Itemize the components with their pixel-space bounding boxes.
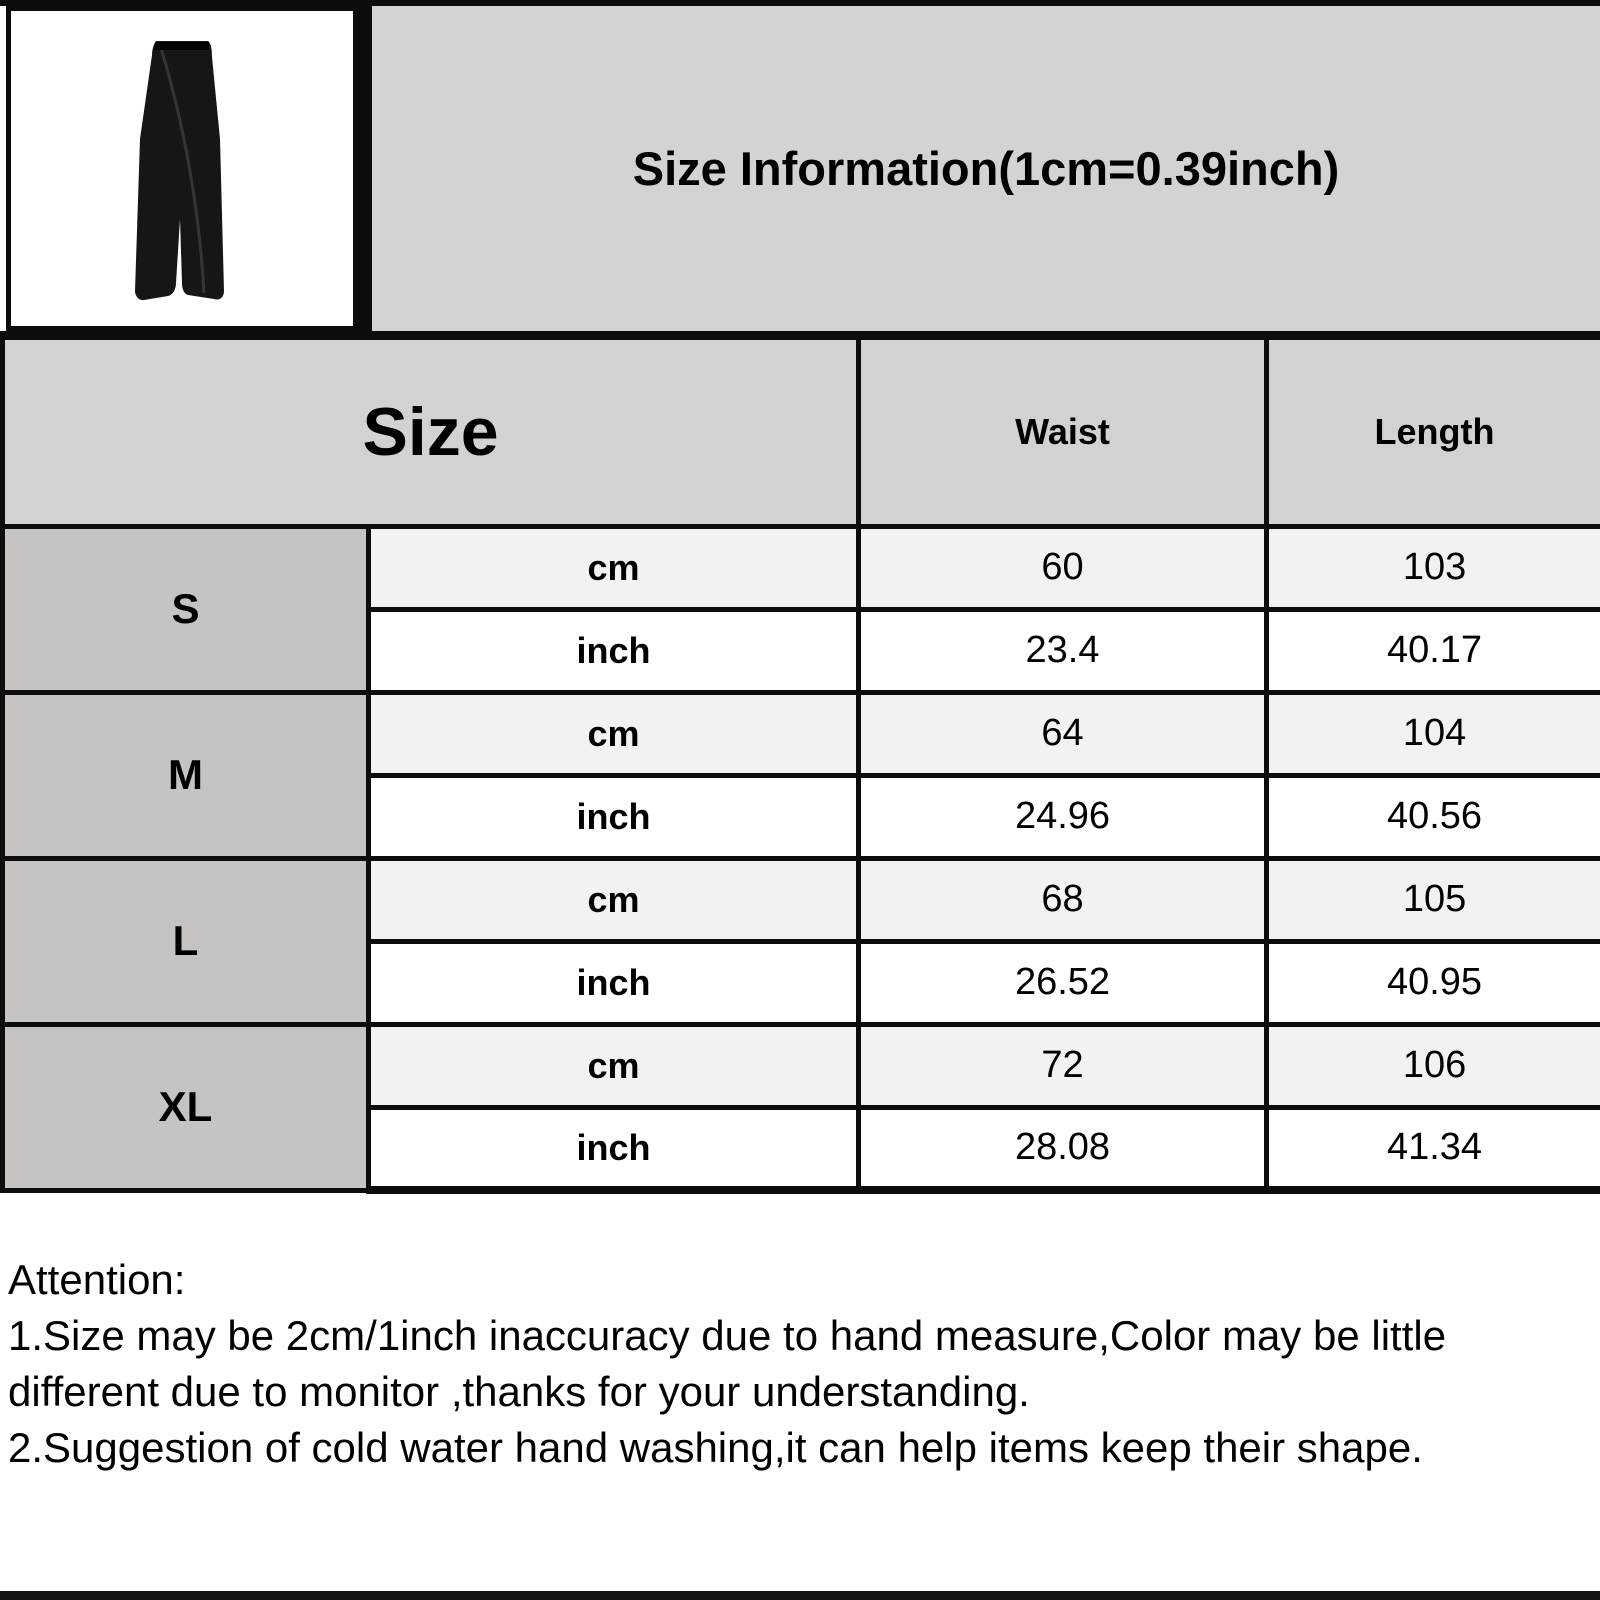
- unit-label-cm: cm: [365, 689, 862, 778]
- unit-label-inch: inch: [365, 606, 862, 695]
- column-header-size: Size: [0, 340, 862, 529]
- table-row-xl-cm: XL cm 72 106: [0, 1021, 1600, 1193]
- table-row-s-cm: S cm 60 103: [0, 523, 1600, 695]
- length-value-m-inch: 40.56: [1264, 772, 1600, 861]
- waist-value-s-cm: 60: [856, 523, 1270, 612]
- length-value-m-cm: 104: [1264, 689, 1600, 778]
- unit-label-cm: cm: [365, 855, 862, 944]
- table-row-m-cm: M cm 64 104: [0, 689, 1600, 861]
- waist-value-s-inch: 23.4: [856, 606, 1270, 695]
- length-value-l-inch: 40.95: [1264, 938, 1600, 1027]
- size-label-s: S: [0, 523, 371, 695]
- unit-label-inch: inch: [365, 938, 862, 1027]
- column-header-waist: Waist: [856, 340, 1270, 529]
- waist-value-xl-cm: 72: [856, 1021, 1270, 1110]
- table-row-s-inch: inch 23.4 40.17: [3, 606, 1600, 695]
- table-row-m-inch: inch 24.96 40.56: [3, 772, 1600, 861]
- attention-section: Attention: 1.Size may be 2cm/1inch inacc…: [8, 1252, 1592, 1476]
- waist-value-m-inch: 24.96: [856, 772, 1270, 861]
- footer-bar: [0, 1591, 1600, 1600]
- waist-value-xl-inch: 28.08: [856, 1104, 1270, 1194]
- pants-silhouette: [135, 40, 224, 300]
- pants-waistband: [154, 41, 209, 50]
- table-row-l-cm: L cm 68 105: [0, 855, 1600, 1027]
- size-label-xl: XL: [0, 1021, 371, 1193]
- column-header-length: Length: [1264, 340, 1600, 529]
- product-image-frame: [6, 6, 358, 331]
- waist-value-l-cm: 68: [856, 855, 1270, 944]
- size-table: Size Waist Length S cm 60 103 inch 23.4 …: [0, 340, 1600, 1194]
- attention-line-3: 2.Suggestion of cold water hand washing,…: [8, 1424, 1423, 1471]
- unit-label-cm: cm: [365, 1021, 862, 1110]
- top-band: Size Information(1cm=0.39inch): [0, 0, 1600, 340]
- attention-line-2: different due to monitor ,thanks for you…: [8, 1368, 1030, 1415]
- table-row-l-inch: inch 26.52 40.95: [3, 938, 1600, 1027]
- length-value-xl-inch: 41.34: [1264, 1104, 1600, 1194]
- unit-label-inch: inch: [365, 772, 862, 861]
- size-label-m: M: [0, 689, 371, 861]
- title-band: Size Information(1cm=0.39inch): [358, 6, 1600, 331]
- unit-label-inch: inch: [365, 1104, 862, 1194]
- table-header-row: Size Waist Length: [0, 340, 1600, 529]
- table-row-xl-inch: inch 28.08 41.34: [3, 1104, 1600, 1194]
- length-value-l-cm: 105: [1264, 855, 1600, 944]
- length-value-s-cm: 103: [1264, 523, 1600, 612]
- length-value-xl-cm: 106: [1264, 1021, 1600, 1110]
- attention-line-1: 1.Size may be 2cm/1inch inaccuracy due t…: [8, 1312, 1447, 1359]
- attention-heading: Attention:: [8, 1256, 186, 1303]
- size-label-l: L: [0, 855, 371, 1027]
- length-value-s-inch: 40.17: [1264, 606, 1600, 695]
- unit-label-cm: cm: [365, 523, 862, 612]
- waist-value-l-inch: 26.52: [856, 938, 1270, 1027]
- page-title: Size Information(1cm=0.39inch): [632, 142, 1340, 195]
- waist-value-m-cm: 64: [856, 689, 1270, 778]
- pants-wrap-seam: [158, 44, 206, 293]
- product-image-pants-icon: [135, 40, 224, 300]
